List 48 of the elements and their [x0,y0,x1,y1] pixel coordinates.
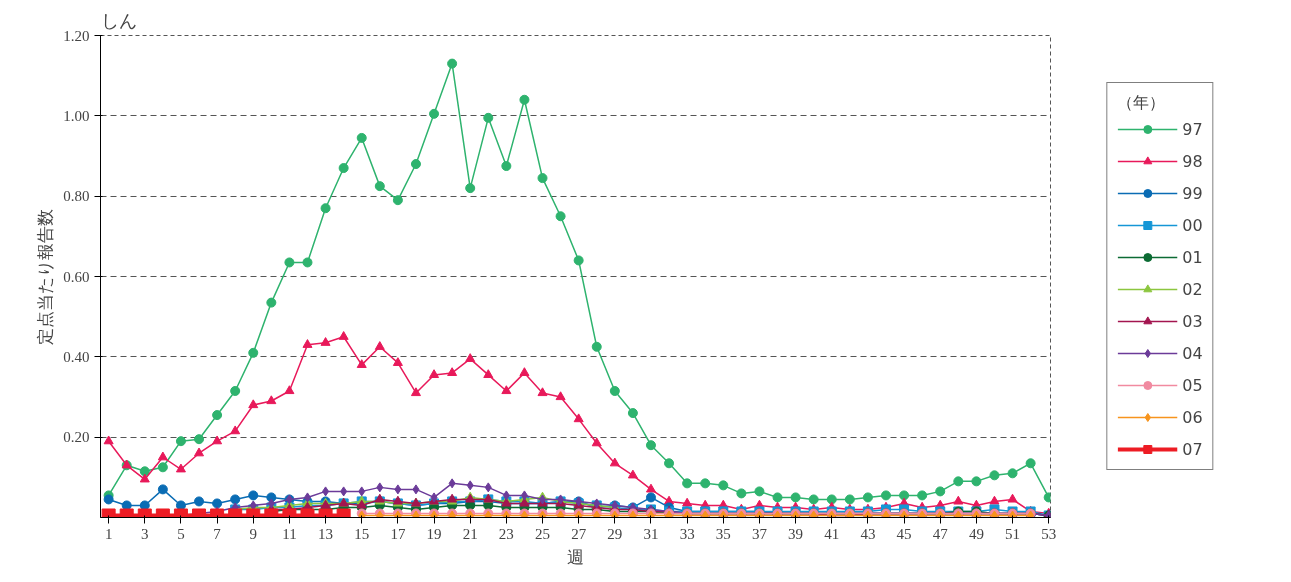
x-tick-label: 29 [607,525,623,542]
x-tick-label: 49 [968,525,984,542]
legend-label: 98 [1182,151,1203,171]
legend-label: 03 [1182,311,1203,331]
x-tick-label: 5 [177,525,185,542]
legend-label: 06 [1182,407,1203,427]
legend-label: 05 [1182,375,1203,395]
x-tick-label: 53 [1041,525,1057,542]
x-tick-label: 45 [896,525,912,542]
x-tick-label: 43 [860,525,876,542]
legend-title: （年） [1117,93,1167,114]
x-tick-label: 25 [535,525,551,542]
x-tick-label: 3 [141,525,149,542]
x-tick-label: 1 [104,525,113,542]
legend-label: 99 [1182,183,1203,203]
legend-label: 04 [1182,343,1203,363]
x-tick-label: 19 [426,525,442,542]
x-tick-label: 11 [282,525,297,542]
legend-label: 07 [1182,439,1203,459]
x-axis-title: 週 [567,546,584,567]
y-tick-label: 0.40 [63,348,90,365]
x-tick-label: 15 [354,525,370,542]
y-tick-label: 1.20 [63,27,90,44]
x-tick-label: 47 [932,525,949,542]
x-tick-label: 21 [462,525,478,542]
x-tick-label: 7 [213,525,222,542]
y-tick-label: 0.80 [63,188,90,205]
x-tick-label: 35 [715,525,731,542]
legend-label: 97 [1182,119,1203,139]
chart-title: しん [100,9,137,31]
y-tick-label: 0.20 [63,429,90,446]
x-tick-label: 41 [824,525,840,542]
x-tick-label: 17 [390,525,406,542]
x-tick-label: 51 [1005,525,1021,542]
x-tick-label: 27 [571,525,587,542]
y-axis-title: 定点当たり報告数 [35,208,56,345]
x-tick-label: 37 [751,525,768,542]
x-tick-label: 33 [679,525,695,542]
y-tick-label: 1.00 [63,107,90,124]
x-tick-label: 31 [643,525,659,542]
legend-label: 02 [1182,279,1203,299]
x-tick-label: 13 [318,525,334,542]
legend-label: 00 [1182,215,1203,235]
x-tick-label: 39 [788,525,804,542]
x-tick-label: 23 [498,525,514,542]
legend-label: 01 [1182,247,1203,267]
x-tick-label: 9 [249,525,258,542]
y-tick-label: 0.60 [63,268,90,285]
